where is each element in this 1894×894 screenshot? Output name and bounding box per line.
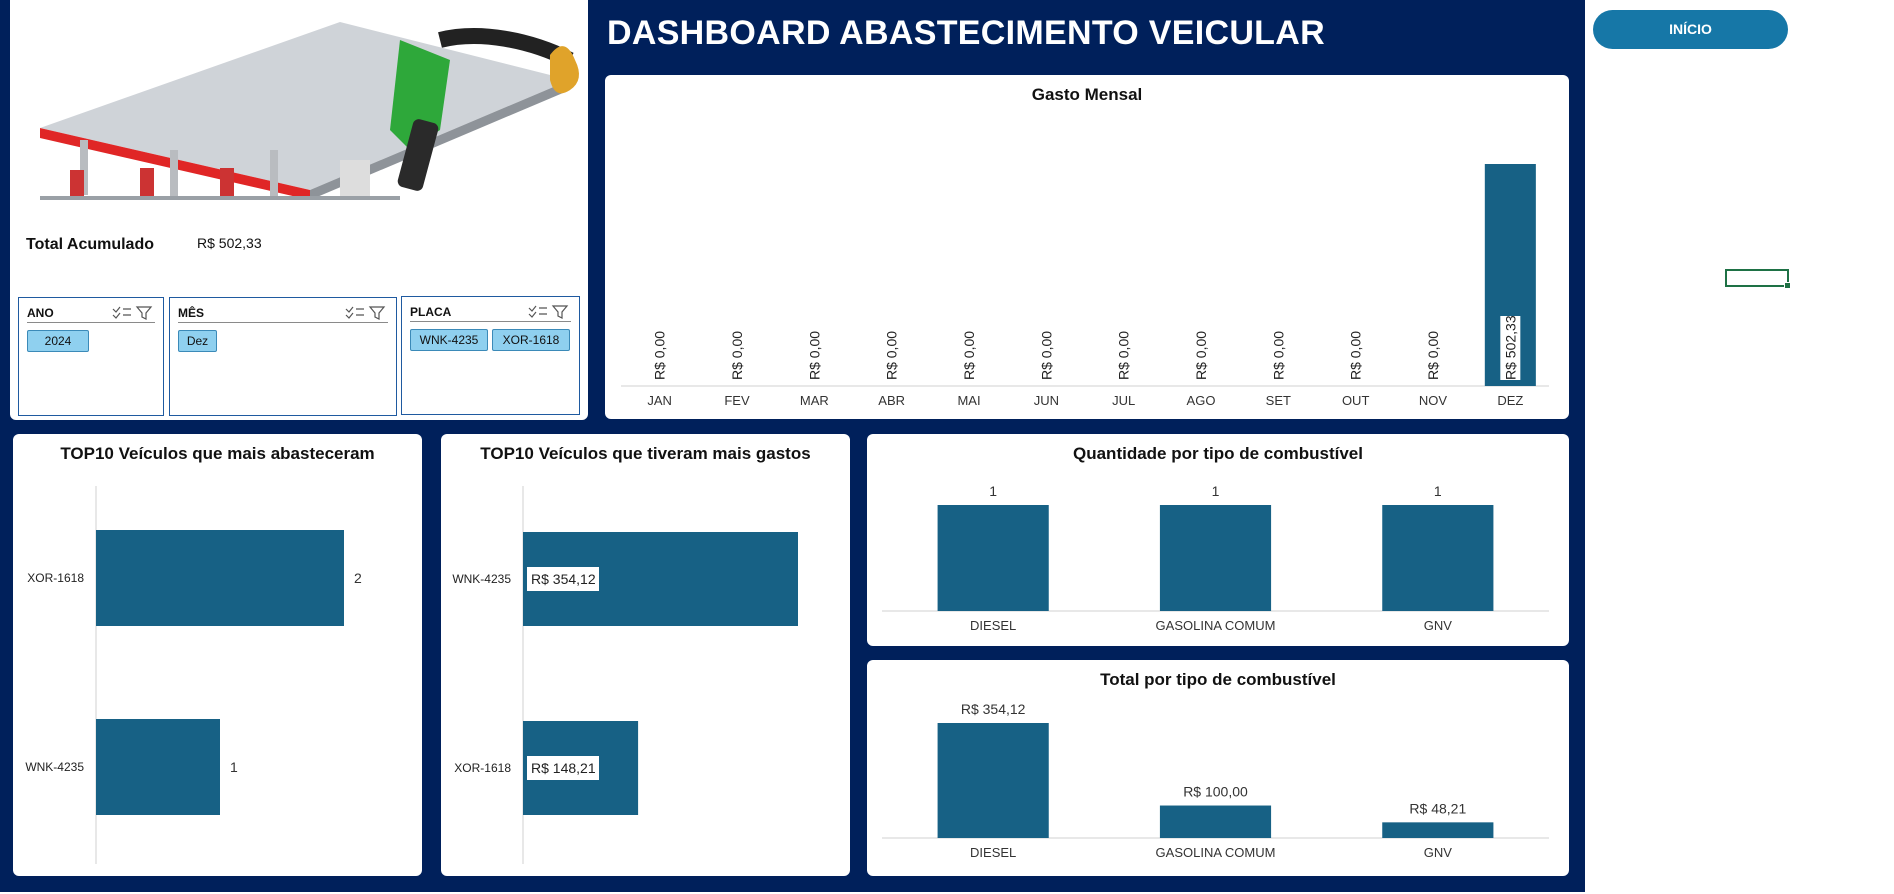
data-label: R$ 0,00 (1116, 331, 1132, 380)
bar (937, 723, 1049, 838)
category-label: DIESEL (970, 845, 1016, 860)
category-label: JUL (1112, 393, 1135, 408)
bar (1382, 505, 1494, 611)
fuel-splash (550, 46, 579, 94)
category-label: DEZ (1497, 393, 1523, 408)
category-label: JAN (647, 393, 672, 408)
fuel-pump (340, 160, 370, 198)
ground (40, 196, 400, 200)
nozzle-handle (390, 40, 450, 150)
home-button[interactable]: INÍCIO (1593, 10, 1788, 49)
data-label: R$ 0,00 (1425, 331, 1441, 380)
data-label: R$ 0,00 (729, 331, 745, 380)
dashboard-sheet: Total Acumulado R$ 502,33 ANO 2024 MÊS D… (0, 0, 1585, 892)
chart-title: Total por tipo de combustível (1100, 670, 1336, 689)
data-label: R$ 0,00 (1193, 331, 1209, 380)
bar (1382, 822, 1494, 838)
data-label-bg (1500, 316, 1521, 380)
chart-title: TOP10 Veículos que mais abasteceram (60, 444, 375, 463)
multiselect-icon[interactable] (527, 304, 571, 320)
data-label: R$ 0,00 (961, 331, 977, 380)
data-label: 2 (354, 570, 362, 586)
bar (96, 719, 220, 815)
data-label: R$ 0,00 (1270, 331, 1286, 380)
chart-top10-gastos: TOP10 Veículos que tiveram mais gastos W… (441, 434, 850, 876)
category-label: GASOLINA COMUM (1156, 618, 1276, 633)
data-label: 1 (230, 759, 238, 775)
chart-gasto-mensal: Gasto Mensal JAN R$ 0,00 FEV R$ 0,00 MAR R$ 0… (605, 75, 1569, 419)
chart-total-combustivel: Total por tipo de combustível DIESEL R$ 3… (867, 660, 1569, 876)
total-value: R$ 502,33 (197, 235, 262, 251)
bar (96, 530, 344, 626)
chart-top10-abastecimentos: TOP10 Veículos que mais abasteceram XOR-… (13, 434, 422, 876)
slicer-placa-item[interactable]: WNK-4235 (410, 329, 488, 351)
selected-cell[interactable] (1725, 269, 1791, 289)
category-label: AGO (1187, 393, 1216, 408)
data-label: 1 (1212, 483, 1220, 499)
data-label: R$ 354,12 (531, 571, 596, 587)
data-label: R$ 48,21 (1409, 800, 1466, 816)
category-label: XOR-1618 (27, 571, 84, 585)
slicer-mes-label: MÊS (178, 306, 205, 320)
multiselect-icon[interactable] (344, 305, 388, 321)
slicer-placa-label: PLACA (410, 305, 452, 319)
category-label: SET (1266, 393, 1291, 408)
data-label: R$ 502,33 (1502, 315, 1518, 380)
data-label: R$ 0,00 (806, 331, 822, 380)
data-label-bg (527, 567, 599, 591)
chart-title: Quantidade por tipo de combustível (1073, 444, 1363, 463)
category-label: GNV (1424, 845, 1453, 860)
fuel-pump (70, 170, 84, 196)
bar (1159, 805, 1272, 838)
category-label: MAR (800, 393, 829, 408)
multiselect-icon[interactable] (111, 305, 155, 321)
data-label: R$ 0,00 (1348, 331, 1364, 380)
pillar (80, 140, 88, 195)
category-label: JUN (1034, 393, 1059, 408)
data-label: R$ 0,00 (1038, 331, 1054, 380)
category-label: WNK-4235 (452, 572, 511, 586)
bar (1159, 505, 1272, 611)
chart-title: TOP10 Veículos que tiveram mais gastos (480, 444, 811, 463)
dashboard-title: DASHBOARD ABASTECIMENTO VEICULAR (607, 14, 1325, 52)
slicer-placa-item[interactable]: XOR-1618 (492, 329, 570, 351)
canopy-side (310, 80, 570, 200)
fuel-pump (140, 168, 154, 196)
category-label: MAI (957, 393, 980, 408)
slicer-mes[interactable]: MÊS Dez (169, 297, 397, 416)
slicer-ano[interactable]: ANO 2024 (18, 297, 164, 416)
nozzle-tip (397, 119, 439, 191)
pillar (170, 150, 178, 198)
data-label: R$ 0,00 (652, 331, 668, 380)
chart-title: Gasto Mensal (1031, 85, 1143, 104)
category-label: FEV (724, 393, 750, 408)
data-label: R$ 148,21 (531, 760, 596, 776)
category-label: XOR-1618 (454, 761, 511, 775)
data-label: 1 (989, 483, 997, 499)
slicer-ano-label: ANO (27, 306, 54, 320)
slicer-mes-item[interactable]: Dez (178, 330, 217, 352)
category-label: GASOLINA COMUM (1156, 845, 1276, 860)
data-label: 1 (1434, 483, 1442, 499)
bar (937, 505, 1049, 611)
data-label-bg (527, 756, 599, 780)
category-label: NOV (1419, 393, 1448, 408)
data-label: R$ 354,12 (961, 701, 1026, 717)
total-label: Total Acumulado (26, 236, 154, 253)
slicer-ano-item[interactable]: 2024 (27, 330, 89, 352)
data-label: R$ 0,00 (884, 331, 900, 380)
category-label: ABR (878, 393, 905, 408)
pillar (270, 150, 278, 198)
summary-panel: Total Acumulado R$ 502,33 ANO 2024 MÊS D… (10, 0, 588, 420)
chart-quantidade-combustivel: Quantidade por tipo de combustível DIESE… (867, 434, 1569, 646)
category-label: GNV (1424, 618, 1453, 633)
category-label: OUT (1342, 393, 1370, 408)
fuel-pump (220, 168, 234, 196)
category-label: DIESEL (970, 618, 1016, 633)
category-label: WNK-4235 (25, 760, 84, 774)
gas-station-illustration (40, 22, 579, 200)
data-label: R$ 100,00 (1183, 784, 1248, 800)
canopy-roof (40, 22, 570, 190)
slicer-placa[interactable]: PLACA WNK-4235 XOR-1618 (401, 296, 580, 415)
